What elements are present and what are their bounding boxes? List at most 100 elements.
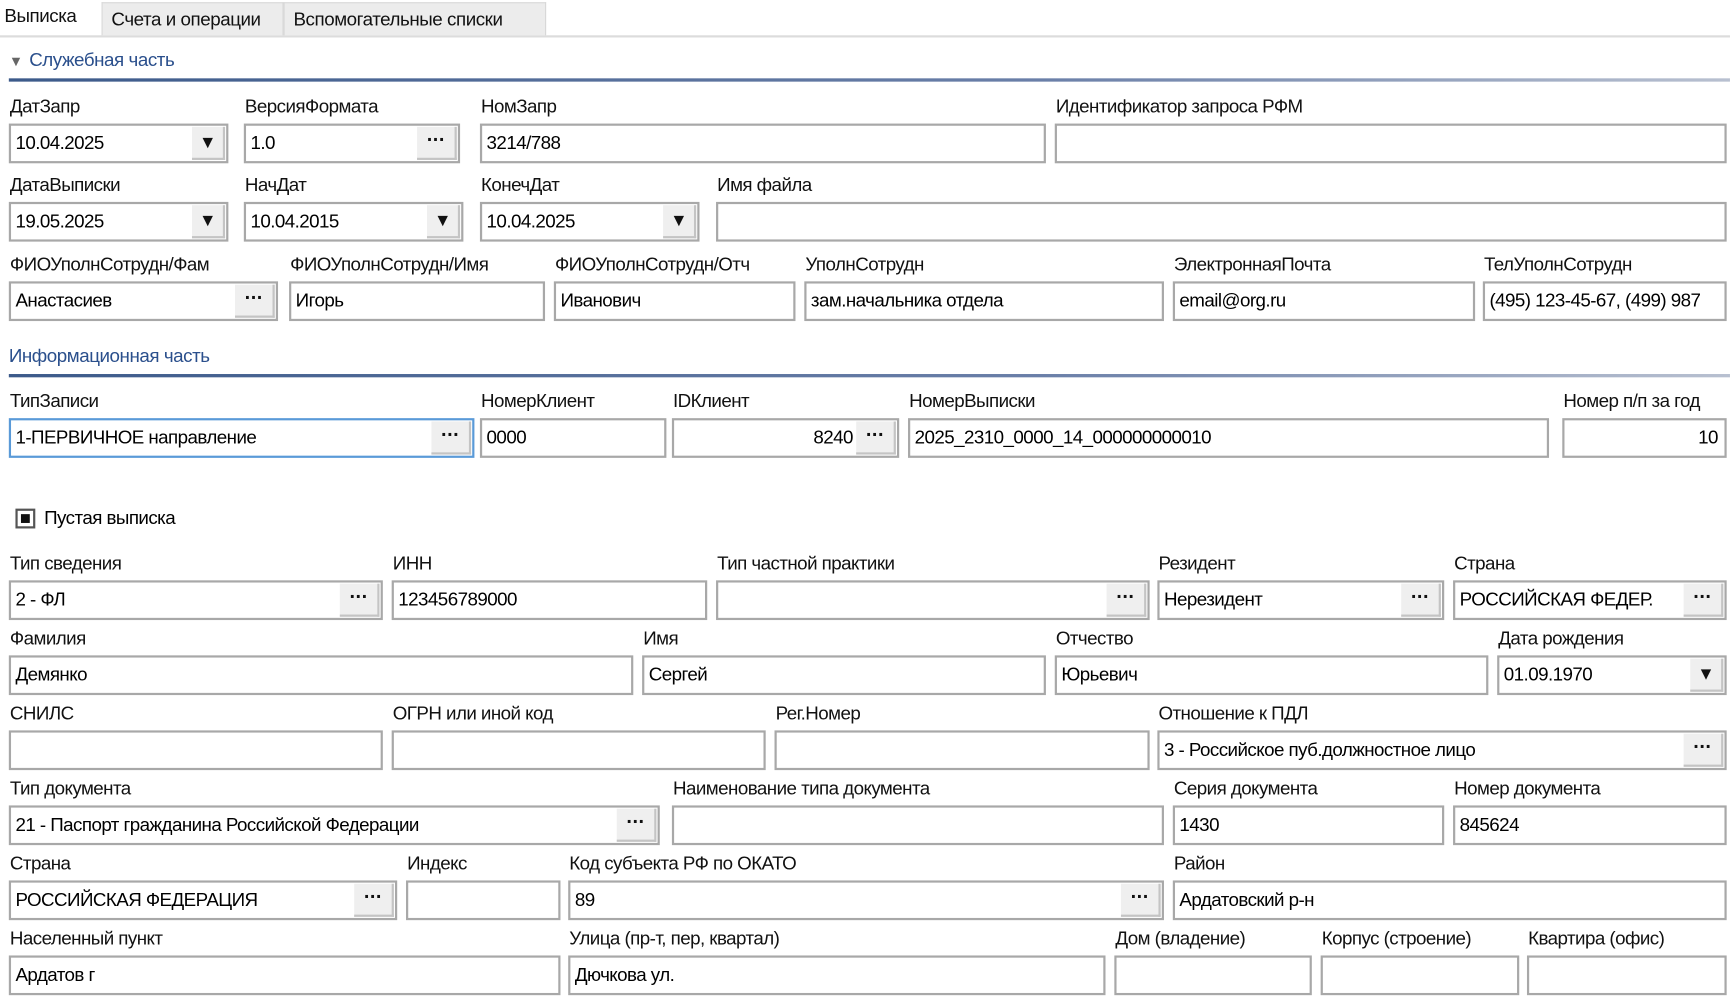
ellipsis-button[interactable]: ··· — [431, 421, 472, 455]
resident-input[interactable]: Нерезидент ··· — [1157, 580, 1445, 621]
request-date-dropdown[interactable]: 10.04.2025 ▼ — [8, 123, 229, 164]
citizenship-country-label: Страна — [1454, 552, 1515, 574]
empty-statement-checkbox[interactable] — [15, 508, 36, 529]
ogrn-input[interactable] — [391, 730, 766, 771]
building-input[interactable] — [1320, 955, 1520, 996]
ellipsis-button[interactable]: ··· — [1401, 583, 1441, 617]
statement-date-dropdown[interactable]: 19.05.2025 ▼ — [8, 201, 229, 242]
start-date-dropdown[interactable]: 10.04.2015 ▼ — [243, 201, 464, 242]
document-number-input[interactable]: 845624 — [1453, 805, 1727, 846]
middle-name-value: Юрьевич — [1061, 664, 1138, 686]
address-country-label: Страна — [9, 852, 71, 874]
officer-phone-input[interactable]: (495) 123-45-67, (499) 987 — [1482, 281, 1727, 322]
birth-date-dropdown[interactable]: 01.09.1970 ▼ — [1497, 655, 1727, 696]
file-name-input[interactable] — [716, 201, 1727, 242]
request-date-label: ДатЗапр — [9, 95, 80, 117]
request-number-input[interactable]: 3214/788 — [479, 123, 1046, 164]
chevron-down-icon[interactable]: ▼ — [663, 205, 697, 239]
tab-auxiliary-lists[interactable]: Вспомогательные списки — [283, 2, 547, 36]
client-id-value: 8240 — [813, 426, 853, 448]
inn-value: 123456789000 — [398, 589, 517, 611]
birth-date-value: 01.09.1970 — [1503, 664, 1593, 686]
end-date-dropdown[interactable]: 10.04.2025 ▼ — [479, 201, 700, 242]
street-input[interactable]: Дючкова ул. — [568, 955, 1106, 996]
ellipsis-button[interactable]: ··· — [616, 808, 657, 842]
request-number-label: НомЗапр — [481, 95, 557, 117]
document-type-name-label: Наименование типа документа — [673, 777, 930, 799]
client-number-value: 0000 — [486, 426, 527, 448]
house-input[interactable] — [1114, 955, 1312, 996]
officer-last-name-input[interactable]: Анастасиев ··· — [8, 281, 279, 322]
ellipsis-button[interactable]: ··· — [339, 583, 380, 617]
ogrn-label: ОГРН или иной код — [392, 702, 554, 724]
officer-email-input[interactable]: email@org.ru — [1172, 281, 1476, 322]
officer-middle-name-value: Иванович — [560, 290, 641, 312]
info-type-input[interactable]: 2 - ФЛ ··· — [8, 580, 383, 621]
first-name-label: Имя — [643, 627, 679, 649]
private-practice-type-label: Тип частной практики — [717, 552, 895, 574]
reg-number-input[interactable] — [774, 730, 1150, 771]
last-name-label: Фамилия — [9, 627, 86, 649]
address-country-input[interactable]: РОССИЙСКАЯ ФЕДЕРАЦИЯ ··· — [8, 880, 398, 921]
okato-region-code-value: 89 — [574, 889, 595, 911]
officer-first-name-input[interactable]: Игорь — [289, 281, 546, 322]
chevron-down-icon[interactable]: ▼ — [1690, 658, 1724, 692]
record-type-input[interactable]: 1-ПЕРВИЧНОЕ направление ··· — [8, 418, 475, 458]
collapse-icon[interactable]: ▼ — [8, 52, 23, 70]
section-info-title: Информационная часть — [8, 345, 210, 367]
ellipsis-button[interactable]: ··· — [1106, 583, 1147, 617]
end-date-label: КонечДат — [481, 174, 560, 196]
postal-index-input[interactable] — [406, 880, 561, 921]
chevron-down-icon[interactable]: ▼ — [426, 205, 461, 239]
tab-accounts-operations[interactable]: Счета и операции — [101, 2, 284, 36]
officer-position-input[interactable]: зам.начальника отдела — [804, 281, 1164, 322]
snils-input[interactable] — [8, 730, 383, 771]
citizenship-country-value: РОССИЙСКАЯ ФЕДЕР. — [1459, 589, 1654, 611]
pep-relation-input[interactable]: 3 - Российское пуб.должностное лицо ··· — [1157, 730, 1727, 771]
yearly-sequence-number-input[interactable]: 10 — [1562, 418, 1727, 458]
last-name-value: Демянко — [15, 664, 87, 686]
ellipsis-button[interactable]: ··· — [1683, 583, 1724, 617]
last-name-input[interactable]: Демянко — [8, 655, 634, 696]
ellipsis-button[interactable]: ··· — [235, 284, 275, 318]
rfm-request-id-input[interactable] — [1054, 123, 1727, 164]
officer-middle-name-input[interactable]: Иванович — [553, 281, 796, 322]
statement-number-value: 2025_2310_0000_14_000000000010 — [914, 426, 1212, 448]
format-version-input[interactable]: 1.0 ··· — [243, 123, 461, 164]
apartment-input[interactable] — [1526, 955, 1727, 996]
street-label: Улица (пр-т, пер, квартал) — [569, 927, 780, 949]
client-id-input[interactable]: 8240 ··· — [671, 418, 900, 458]
ellipsis-button[interactable]: ··· — [1683, 733, 1724, 767]
private-practice-type-input[interactable]: ··· — [716, 580, 1150, 621]
empty-statement-label[interactable]: Пустая выписка — [44, 507, 176, 529]
statement-number-input[interactable]: 2025_2310_0000_14_000000000010 — [908, 418, 1550, 458]
locality-input[interactable]: Ардатов г — [8, 955, 561, 996]
section-service-header[interactable]: ▼ Служебная часть — [8, 50, 175, 72]
ellipsis-button[interactable]: ··· — [354, 883, 394, 917]
address-country-value: РОССИЙСКАЯ ФЕДЕРАЦИЯ — [15, 889, 258, 911]
officer-position-label: УполнСотрудн — [805, 253, 924, 275]
document-series-input[interactable]: 1430 — [1172, 805, 1445, 846]
officer-last-name-value: Анастасиев — [15, 290, 112, 312]
okato-region-code-input[interactable]: 89 ··· — [568, 880, 1164, 921]
inn-input[interactable]: 123456789000 — [391, 580, 708, 621]
ellipsis-button[interactable]: ··· — [856, 421, 896, 455]
inn-label: ИНН — [392, 552, 432, 574]
document-type-input[interactable]: 21 - Паспорт гражданина Российской Федер… — [8, 805, 660, 846]
ellipsis-button[interactable]: ··· — [417, 126, 457, 160]
ellipsis-button[interactable]: ··· — [1120, 883, 1161, 917]
format-version-value: 1.0 — [250, 132, 275, 154]
tab-statement[interactable]: Выписка — [0, 0, 102, 34]
start-date-label: НачДат — [244, 174, 307, 196]
chevron-down-icon[interactable]: ▼ — [191, 205, 226, 239]
document-type-name-input[interactable] — [671, 805, 1164, 846]
locality-value: Ардатов г — [15, 964, 95, 986]
district-input[interactable]: Ардатовский р-н — [1172, 880, 1727, 921]
citizenship-country-input[interactable]: РОССИЙСКАЯ ФЕДЕР. ··· — [1453, 580, 1727, 621]
chevron-down-icon[interactable]: ▼ — [191, 126, 226, 160]
first-name-input[interactable]: Сергей — [642, 655, 1046, 696]
client-number-label: НомерКлиент — [481, 390, 595, 412]
middle-name-input[interactable]: Юрьевич — [1054, 655, 1489, 696]
client-number-input[interactable]: 0000 — [479, 418, 667, 458]
